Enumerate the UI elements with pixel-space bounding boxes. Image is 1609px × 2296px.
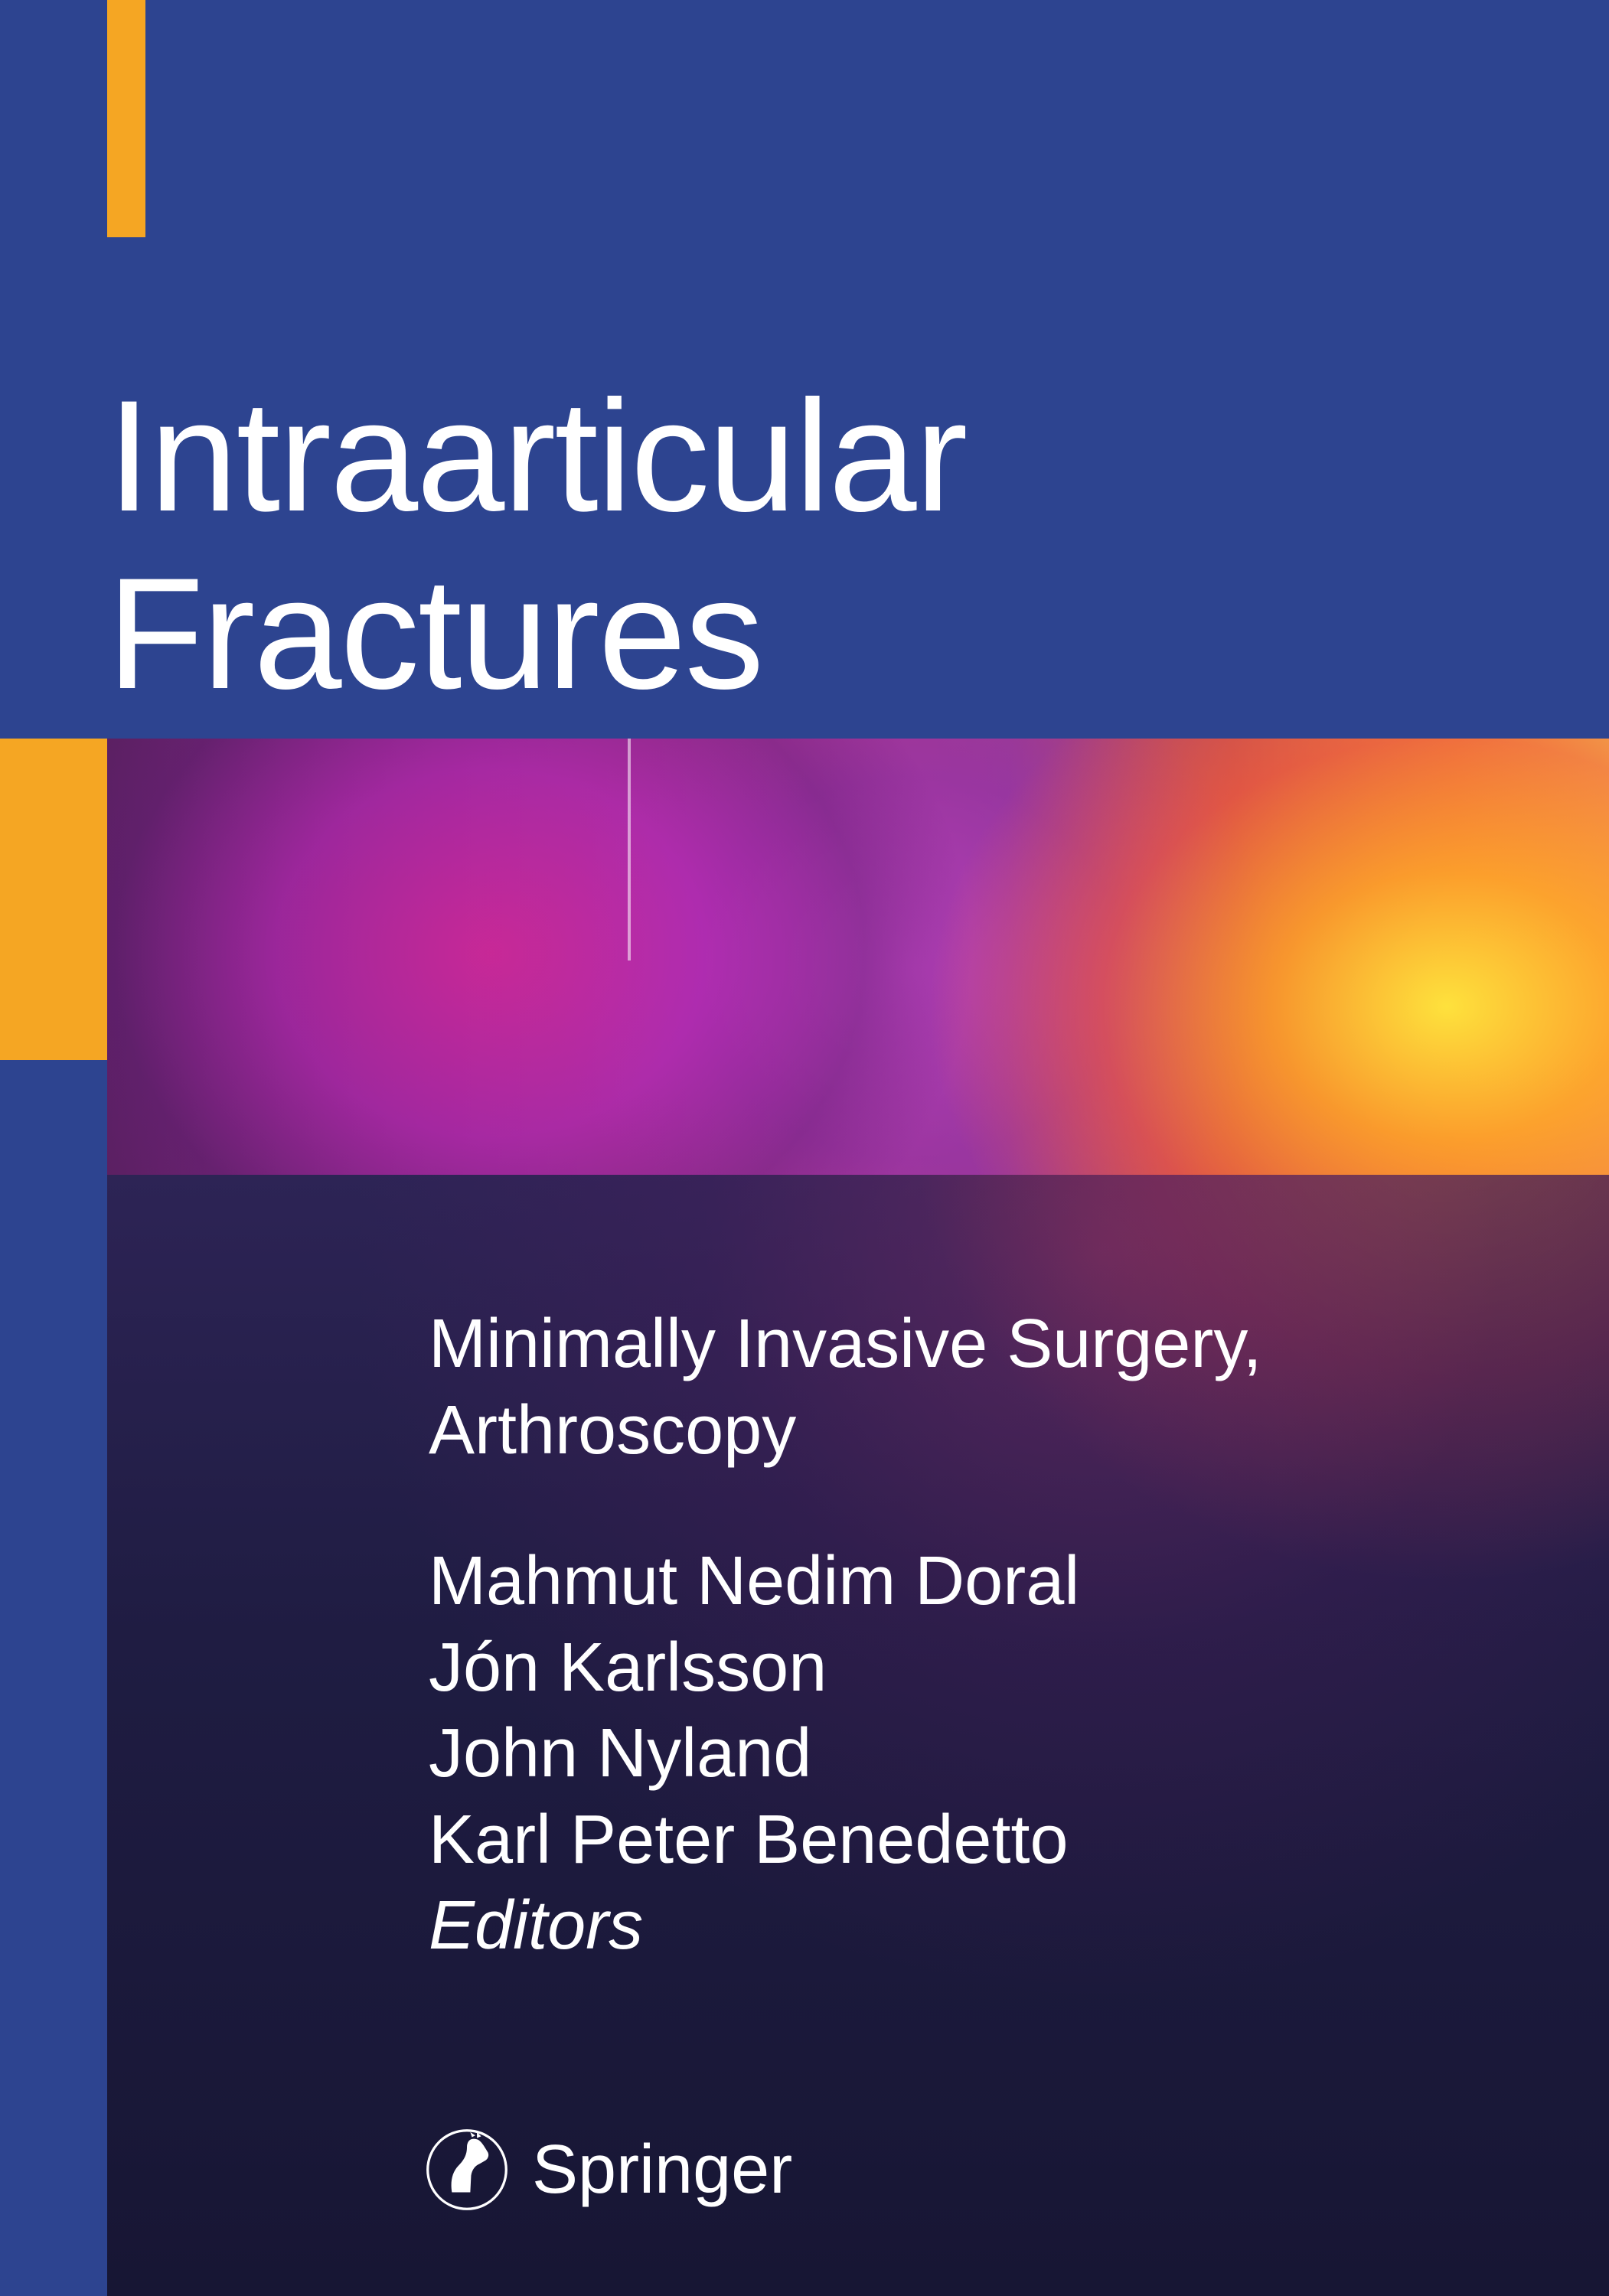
subtitle-line-2: Arthroscopy — [429, 1388, 1500, 1474]
publisher-name: Springer — [532, 2131, 792, 2210]
accent-bar-top — [107, 0, 145, 237]
editors-block: Mahmut Nedim Doral Jón Karlsson John Nyl… — [429, 1538, 1079, 1969]
vertical-accent-line — [628, 739, 631, 960]
editor-name: Jón Karlsson — [429, 1625, 1079, 1711]
accent-block-left — [0, 739, 107, 1060]
publisher-block: Springer — [425, 2124, 792, 2216]
gradient-artwork — [107, 739, 1609, 1175]
editor-name: Karl Peter Benedetto — [429, 1797, 1079, 1883]
book-subtitle: Minimally Invasive Surgery, Arthroscopy — [429, 1301, 1500, 1473]
editors-role-label: Editors — [429, 1883, 1079, 1969]
title-line-2: Fractures — [107, 545, 966, 722]
title-line-1: Intraarticular — [107, 367, 966, 545]
editor-name: John Nyland — [429, 1711, 1079, 1797]
color-band — [0, 739, 1609, 1175]
springer-horse-icon — [425, 2124, 509, 2216]
subtitle-line-1: Minimally Invasive Surgery, — [429, 1301, 1500, 1388]
book-title: Intraarticular Fractures — [107, 367, 966, 722]
editor-name: Mahmut Nedim Doral — [429, 1538, 1079, 1625]
